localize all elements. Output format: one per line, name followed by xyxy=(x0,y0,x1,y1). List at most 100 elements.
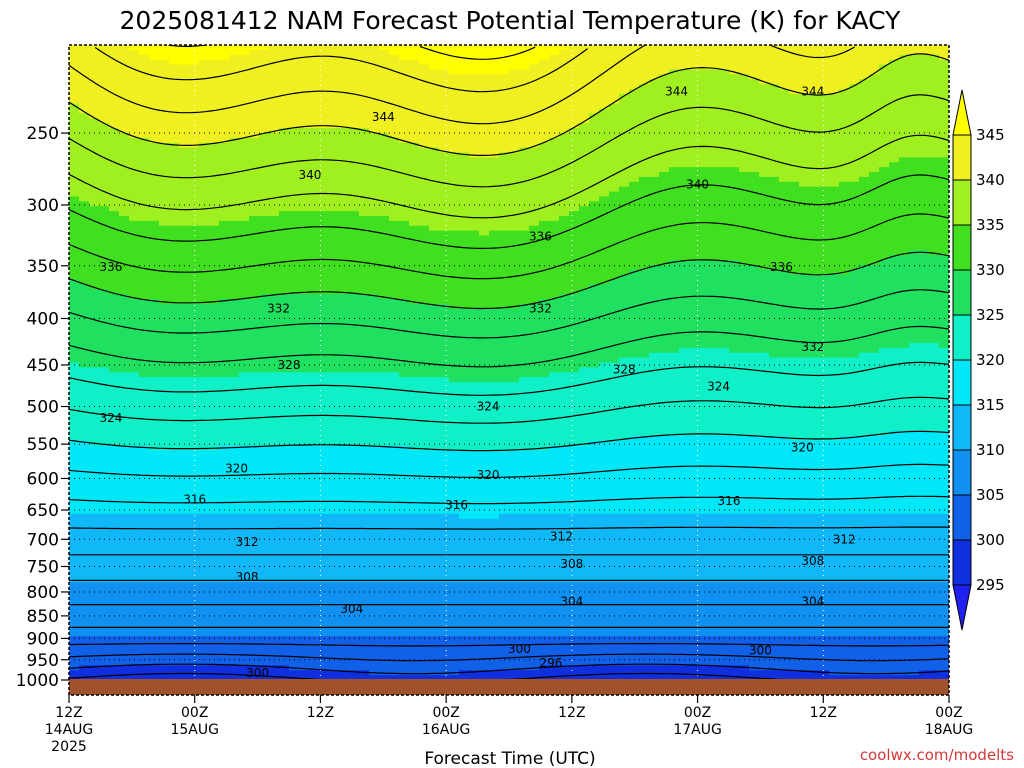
shade-cell xyxy=(169,49,180,56)
shade-cell xyxy=(389,250,400,256)
shade-cell xyxy=(419,513,430,520)
shade-cell xyxy=(109,479,120,486)
shade-cell xyxy=(349,318,360,325)
shade-cell xyxy=(269,215,280,222)
shade-cell xyxy=(239,396,250,403)
shade-cell xyxy=(309,142,320,149)
shade-cell xyxy=(229,665,240,671)
shade-cell xyxy=(389,489,400,495)
shade-cell xyxy=(369,137,380,144)
shade-cell xyxy=(209,504,220,510)
shade-cell xyxy=(289,259,300,266)
shade-cell xyxy=(239,670,250,676)
shade-cell xyxy=(109,557,120,564)
shade-cell xyxy=(169,240,180,246)
shade-cell xyxy=(159,401,170,408)
shade-cell xyxy=(139,450,150,456)
shade-cell xyxy=(379,259,390,266)
shade-cell xyxy=(239,147,250,154)
shade-cell xyxy=(269,147,280,154)
shade-cell xyxy=(79,206,90,212)
shade-cell xyxy=(239,323,250,329)
shade-cell xyxy=(419,181,430,188)
shade-cell xyxy=(399,533,410,539)
shade-cell xyxy=(79,616,90,622)
shade-cell xyxy=(279,79,290,85)
shade-cell xyxy=(289,93,300,100)
shade-cell xyxy=(399,523,410,530)
shade-cell xyxy=(69,172,80,178)
shade-cell xyxy=(349,64,360,71)
shade-cell xyxy=(159,167,170,173)
shade-cell xyxy=(449,162,460,168)
shade-cell xyxy=(369,240,380,246)
shade-cell xyxy=(389,45,400,51)
shade-cell xyxy=(249,269,260,276)
shade-cell xyxy=(289,474,300,481)
shade-cell xyxy=(139,137,150,144)
shade-cell xyxy=(349,250,360,256)
shade-cell xyxy=(189,538,200,544)
shade-cell xyxy=(89,59,100,66)
shade-cell xyxy=(359,504,370,510)
shade-cell xyxy=(269,284,280,290)
shade-cell xyxy=(139,128,150,134)
shade-cell xyxy=(79,611,90,618)
shade-cell xyxy=(219,533,230,539)
shade-cell xyxy=(109,167,120,173)
shade-cell xyxy=(309,562,320,569)
shade-cell xyxy=(259,84,270,90)
shade-cell xyxy=(219,289,230,295)
shade-cell xyxy=(399,587,410,593)
shade-cell xyxy=(209,509,220,515)
shade-cell xyxy=(179,230,190,237)
shade-cell xyxy=(429,342,440,349)
shade-cell xyxy=(369,294,380,300)
shade-cell xyxy=(149,313,160,320)
shade-cell xyxy=(419,557,430,564)
shade-cell xyxy=(199,113,210,119)
shade-cell xyxy=(199,386,210,393)
shade-cell xyxy=(289,640,300,647)
shade-cell xyxy=(419,284,430,290)
shade-cell xyxy=(129,54,140,61)
shade-cell xyxy=(229,88,240,95)
shade-cell xyxy=(109,631,120,637)
shade-cell xyxy=(319,435,330,442)
shade-cell xyxy=(289,201,300,207)
shade-cell xyxy=(259,294,270,300)
shade-cell xyxy=(179,367,190,373)
shade-cell xyxy=(309,469,320,476)
shade-cell xyxy=(389,108,400,114)
shade-cell xyxy=(309,509,320,515)
shade-cell xyxy=(169,494,180,500)
shade-cell xyxy=(129,670,140,676)
shade-cell xyxy=(169,118,180,124)
shade-cell xyxy=(319,440,330,447)
shade-cell xyxy=(109,523,120,530)
shade-cell xyxy=(189,250,200,256)
shade-cell xyxy=(389,469,400,476)
shade-cell xyxy=(399,318,410,325)
shade-cell xyxy=(399,69,410,75)
shade-cell xyxy=(329,64,340,71)
shade-cell xyxy=(299,494,310,500)
shade-cell xyxy=(409,211,420,217)
shade-cell xyxy=(149,69,160,75)
shade-cell xyxy=(299,523,310,530)
shade-cell xyxy=(169,264,180,271)
shade-cell xyxy=(259,274,270,281)
shade-cell xyxy=(419,596,430,603)
shade-cell xyxy=(239,489,250,495)
shade-cell xyxy=(179,518,190,525)
shade-cell xyxy=(329,670,340,676)
shade-cell xyxy=(369,245,380,251)
shade-cell xyxy=(139,616,150,622)
shade-cell xyxy=(269,587,280,593)
shade-cell xyxy=(109,113,120,119)
shade-cell xyxy=(139,69,150,75)
shade-cell xyxy=(359,401,370,408)
shade-cell xyxy=(89,645,100,652)
shade-cell xyxy=(419,621,430,627)
shade-cell xyxy=(419,504,430,510)
